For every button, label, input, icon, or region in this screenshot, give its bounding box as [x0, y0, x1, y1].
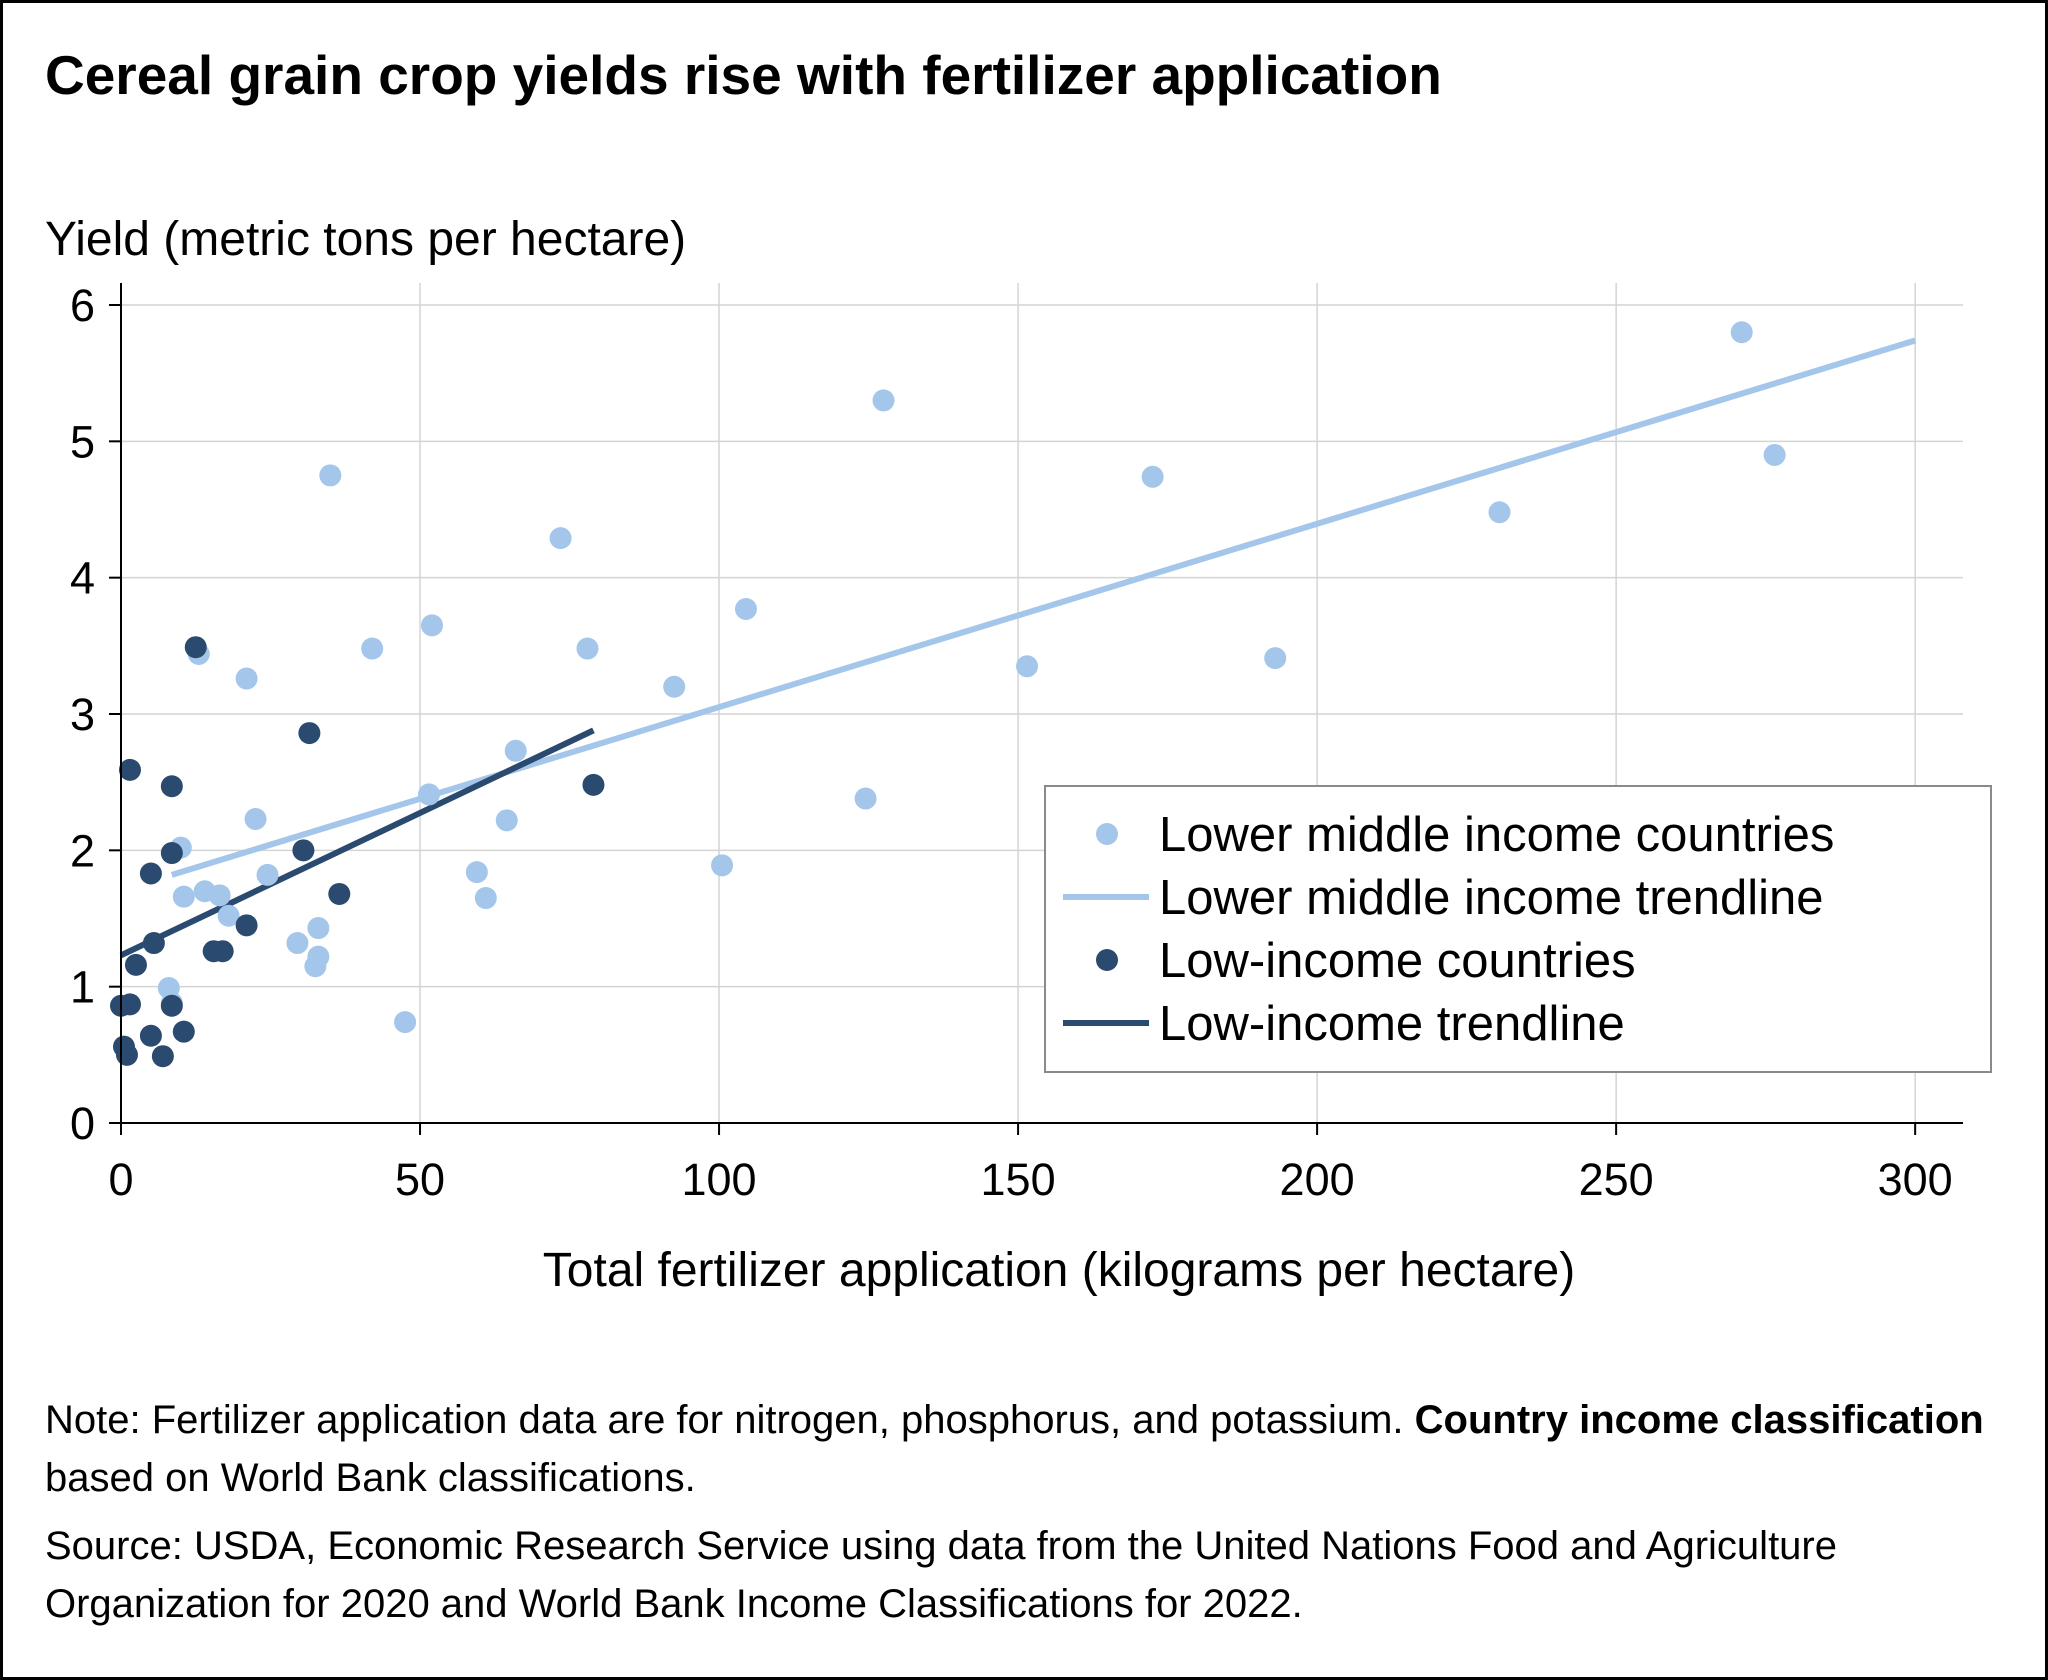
trendlines — [119, 337, 1917, 959]
x-axis-title: Total fertilizer application (kilograms … — [543, 1244, 1575, 1297]
data-point-low-income — [235, 914, 258, 937]
legend: Lower middle income countries Lower middl… — [1044, 785, 1992, 1073]
y-tick-label: 4 — [70, 553, 95, 604]
data-point-lower-middle — [217, 904, 240, 927]
data-point-low-income — [139, 1024, 162, 1047]
y-tick-label: 6 — [70, 280, 95, 331]
data-point-lower-middle — [663, 675, 686, 698]
data-point-low-income — [142, 932, 165, 955]
y-axis-title: Yield (metric tons per hectare) — [45, 213, 686, 266]
data-point-low-income — [151, 1045, 174, 1068]
data-point-lower-middle — [256, 863, 279, 886]
data-point-low-income — [211, 940, 234, 963]
data-point-lower-middle — [208, 884, 231, 907]
data-point-low-income — [124, 953, 147, 976]
data-point-low-income — [172, 1020, 195, 1043]
data-point-lower-middle — [1141, 465, 1164, 488]
x-tick-label: 100 — [682, 1154, 757, 1205]
note-text: Note: Fertilizer application data are fo… — [45, 1391, 2005, 1507]
data-points — [110, 321, 1786, 1068]
note-bold: Country income classification — [1414, 1398, 1984, 1442]
legend-label: Low-income trendline — [1159, 997, 1625, 1051]
scatter-chart: 0 1 2 3 4 5 6 0 50 100 150 200 250 300 Yield (metric … — [45, 213, 1992, 1297]
data-point-low-income — [328, 882, 351, 905]
data-point-lower-middle — [286, 932, 309, 955]
data-point-low-income — [184, 636, 207, 659]
trendline-lower-middle — [170, 337, 1917, 878]
data-point-lower-middle — [172, 885, 195, 908]
legend-key-0 — [1096, 823, 1118, 845]
legend-label: Low-income countries — [1159, 934, 1636, 988]
y-tick-label: 5 — [70, 416, 95, 467]
data-point-low-income — [118, 758, 141, 781]
legend-label: Lower middle income trendline — [1159, 871, 1824, 925]
data-point-lower-middle — [420, 614, 443, 637]
data-point-lower-middle — [549, 527, 572, 550]
data-point-low-income — [118, 993, 141, 1016]
data-point-lower-middle — [394, 1011, 417, 1034]
data-point-lower-middle — [244, 807, 267, 830]
data-point-lower-middle — [304, 955, 327, 978]
footnotes: Note: Fertilizer application data are fo… — [45, 1391, 2005, 1643]
data-point-low-income — [115, 1043, 138, 1066]
data-point-lower-middle — [576, 637, 599, 660]
data-point-lower-middle — [361, 637, 384, 660]
data-point-lower-middle — [417, 783, 440, 806]
y-tick-label: 3 — [70, 689, 95, 740]
data-point-lower-middle — [1488, 501, 1511, 524]
data-point-lower-middle — [235, 667, 258, 690]
data-point-lower-middle — [495, 809, 518, 832]
data-point-lower-middle — [872, 389, 895, 412]
data-point-lower-middle — [1763, 443, 1786, 466]
axes: 0 1 2 3 4 5 6 0 50 100 150 200 250 300 — [70, 280, 1963, 1205]
data-point-lower-middle — [1730, 321, 1753, 344]
x-tick-label: 150 — [981, 1154, 1056, 1205]
data-point-lower-middle — [1016, 655, 1039, 678]
data-point-low-income — [160, 775, 183, 798]
y-tick-label: 1 — [70, 962, 95, 1013]
data-point-low-income — [160, 994, 183, 1017]
data-point-lower-middle — [1264, 647, 1287, 670]
data-point-lower-middle — [854, 787, 877, 810]
data-point-lower-middle — [474, 887, 497, 910]
data-point-low-income — [298, 722, 321, 745]
legend-key-2 — [1096, 949, 1118, 971]
legend-label: Lower middle income countries — [1159, 808, 1834, 862]
data-point-lower-middle — [734, 598, 757, 621]
x-tick-label: 200 — [1280, 1154, 1355, 1205]
data-point-lower-middle — [307, 917, 330, 940]
trendline-low-income — [119, 727, 595, 959]
x-tick-label: 300 — [1878, 1154, 1953, 1205]
data-point-low-income — [139, 862, 162, 885]
y-tick-label: 0 — [70, 1098, 95, 1149]
x-tick-label: 250 — [1579, 1154, 1654, 1205]
y-tick-label: 2 — [70, 825, 95, 876]
data-point-low-income — [582, 773, 605, 796]
legend-box — [1044, 785, 1992, 1073]
data-point-low-income — [292, 839, 315, 862]
data-point-lower-middle — [319, 464, 342, 487]
data-point-lower-middle — [465, 861, 488, 884]
data-point-lower-middle — [504, 739, 527, 762]
x-tick-label: 50 — [395, 1154, 445, 1205]
x-tick-label: 0 — [108, 1154, 133, 1205]
data-point-lower-middle — [711, 854, 734, 877]
source-text: Source: USDA, Economic Research Service … — [45, 1524, 1837, 1626]
chart-title: Cereal grain crop yields rise with ferti… — [45, 44, 1442, 106]
note-suffix: based on World Bank classifications. — [45, 1456, 696, 1500]
note-prefix: Note: Fertilizer application data are fo… — [45, 1398, 1415, 1442]
data-point-low-income — [160, 842, 183, 865]
